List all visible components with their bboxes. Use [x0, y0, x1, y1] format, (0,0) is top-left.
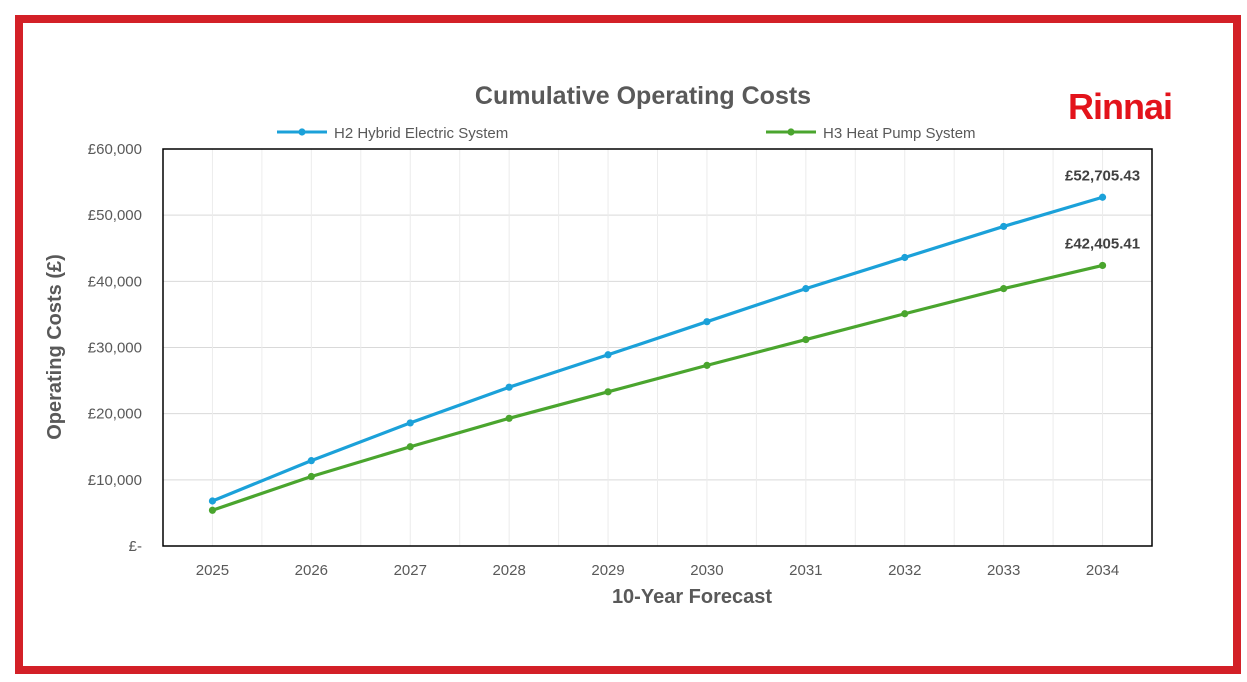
chart-frame [15, 15, 1241, 674]
chart-title: Cumulative Operating Costs [475, 82, 811, 110]
data-point [505, 383, 513, 391]
x-axis-title: 10-Year Forecast [612, 586, 772, 608]
legend-marker [298, 128, 306, 136]
data-point [604, 388, 612, 396]
data-point [1000, 285, 1008, 293]
data-point [208, 506, 217, 514]
data-point [307, 457, 315, 465]
y-tick-label: £20,000 [88, 406, 142, 423]
y-tick-label: £- [129, 538, 142, 555]
x-tick-label: 2027 [394, 562, 427, 579]
y-tick-label: £40,000 [88, 273, 142, 290]
data-label: £42,405.41 [1065, 235, 1140, 252]
y-tick-label: £10,000 [88, 472, 142, 489]
x-tick-label: 2026 [295, 562, 328, 579]
plot-area [162, 148, 1153, 547]
data-point [1098, 261, 1107, 270]
y-axis-ticks: £- £10,000 £20,000 £30,000 £40,000 £50,000 £60… [88, 141, 142, 555]
data-point [802, 285, 810, 293]
y-tick-label: £50,000 [88, 207, 142, 224]
series-line [211, 263, 1103, 512]
data-point [1098, 193, 1107, 201]
legend-label: H3 Heat Pump System [823, 125, 976, 142]
data-point [604, 351, 612, 359]
data-point [703, 318, 711, 326]
rinnai-logo: Rinnai [1068, 86, 1173, 127]
data-point [406, 443, 414, 451]
data-point [901, 310, 909, 318]
x-axis-ticks: 2025 2026 2027 2028 2029 2030 2031 2032 2033 2034 [196, 562, 1119, 579]
data-point [1000, 222, 1008, 231]
y-axis-title: Operating Costs (£) [44, 254, 66, 440]
data-point [901, 253, 909, 262]
data-point [208, 497, 217, 505]
x-tick-label: 2033 [987, 562, 1020, 579]
x-tick-label: 2032 [888, 562, 921, 579]
x-tick-label: 2029 [591, 562, 624, 579]
grid-lines [163, 149, 1152, 546]
series-group: £52,705.43 £42,405.41 [208, 167, 1140, 514]
data-point [802, 335, 810, 344]
x-tick-label: 2034 [1086, 562, 1119, 579]
data-point [406, 419, 414, 427]
x-tick-label: 2030 [690, 562, 723, 579]
x-tick-label: 2025 [196, 562, 229, 579]
data-label: £52,705.43 [1065, 167, 1140, 184]
data-point [505, 414, 513, 422]
series-line [211, 195, 1104, 503]
x-tick-label: 2028 [492, 562, 525, 579]
y-tick-label: £30,000 [88, 340, 142, 357]
data-point [307, 472, 315, 481]
legend: H2 Hybrid Electric System H3 Heat Pump Sy… [277, 125, 976, 142]
x-tick-label: 2031 [789, 562, 822, 579]
legend-label: H2 Hybrid Electric System [334, 125, 508, 142]
legend-marker [787, 128, 795, 136]
data-point [703, 361, 711, 369]
y-tick-label: £60,000 [88, 141, 142, 158]
